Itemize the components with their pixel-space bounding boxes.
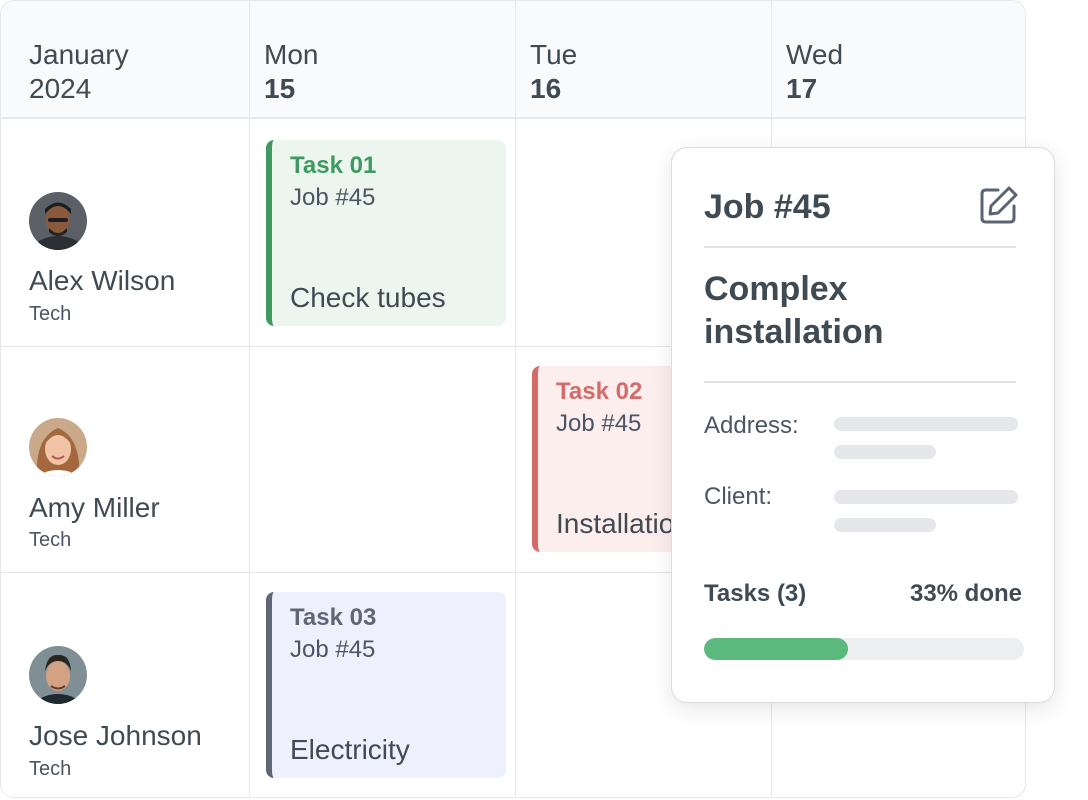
progress-label: 33% done [909, 580, 1022, 607]
day-number: 15 [264, 73, 296, 104]
day-name: Tue [530, 39, 578, 70]
grid-divider [249, 1, 250, 797]
job-subtitle: Complex installation [704, 270, 884, 351]
client-label: Client: [704, 483, 773, 510]
day-number: 17 [786, 73, 818, 104]
task-card-01[interactable]: Task 01 Job #45 Check tubes [266, 140, 506, 326]
day-name: Wed [786, 39, 844, 70]
task-job: Job #45 [556, 410, 642, 437]
person-role: Tech [29, 303, 72, 325]
grid-divider [1, 572, 1025, 573]
avatar [29, 646, 87, 704]
task-label: Electricity [290, 734, 410, 765]
person-name: Jose Johnson [29, 720, 202, 751]
person-name: Alex Wilson [29, 265, 176, 296]
task-label: Installation [556, 508, 690, 539]
day-name: Mon [264, 39, 319, 70]
avatar [29, 418, 87, 476]
client-placeholder [834, 518, 936, 532]
progress-bar-fill [704, 638, 848, 660]
divider [704, 381, 1016, 383]
address-placeholder [834, 445, 936, 459]
avatar [29, 192, 87, 250]
divider [704, 246, 1016, 248]
person-row-amy[interactable]: Amy Miller Tech [1, 347, 249, 572]
task-job: Job #45 [290, 184, 376, 211]
day-number: 16 [530, 73, 562, 104]
month-header: January 2024 [1, 1, 250, 119]
edit-icon[interactable] [978, 184, 1020, 226]
month-label: January [29, 39, 129, 70]
task-name: Task 01 [290, 152, 377, 179]
job-title: Job #45 [704, 188, 831, 226]
grid-divider [1, 346, 1025, 347]
task-name: Task 03 [290, 604, 377, 631]
person-name: Amy Miller [29, 492, 160, 523]
task-card-03[interactable]: Task 03 Job #45 Electricity [266, 592, 506, 778]
task-name: Task 02 [556, 378, 643, 405]
schedule-calendar: January 2024 Mon 15 Tue 16 Wed 17 Alex W… [0, 0, 1026, 798]
address-placeholder [834, 417, 1018, 431]
client-placeholder [834, 490, 1018, 504]
grid-divider [515, 1, 516, 797]
day-header-wed[interactable]: Wed 17 [772, 1, 1025, 119]
day-header-mon[interactable]: Mon 15 [250, 1, 516, 119]
person-row-jose[interactable]: Jose Johnson Tech [1, 573, 249, 797]
job-detail-popup: Job #45 Complex installation Address: Cl… [671, 147, 1055, 703]
person-role: Tech [29, 758, 72, 780]
task-label: Check tubes [290, 282, 446, 313]
day-header-tue[interactable]: Tue 16 [516, 1, 772, 119]
task-job: Job #45 [290, 636, 376, 663]
address-label: Address: [704, 412, 799, 439]
progress-bar [704, 638, 1024, 660]
person-role: Tech [29, 529, 72, 551]
person-row-alex[interactable]: Alex Wilson Tech [1, 119, 249, 346]
year-label: 2024 [29, 73, 92, 104]
tasks-count: Tasks (3) [704, 580, 807, 607]
